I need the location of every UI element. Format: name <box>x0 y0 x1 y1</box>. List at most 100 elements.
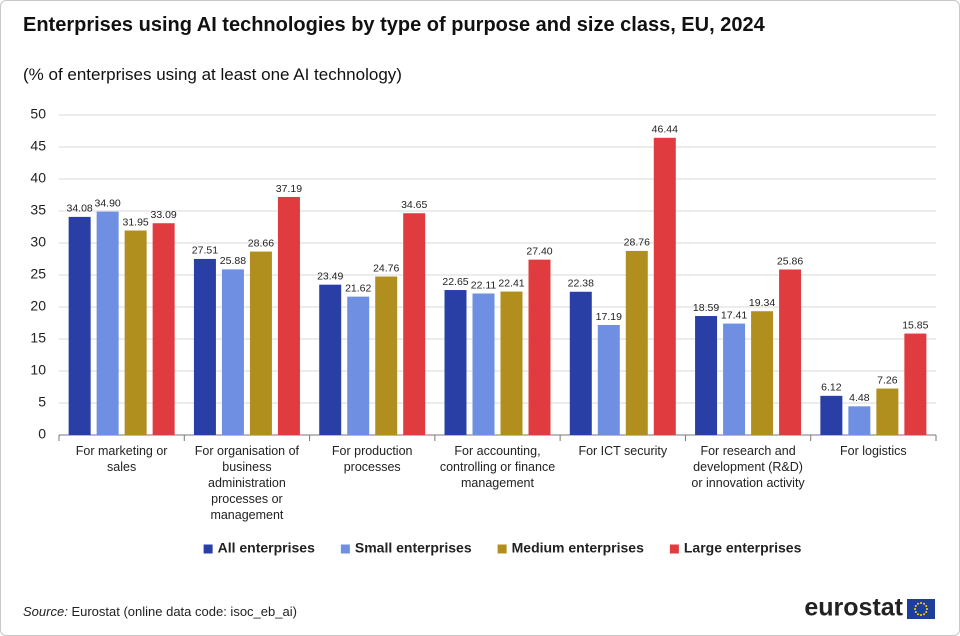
y-tick-label: 0 <box>38 426 46 442</box>
bar <box>876 388 899 435</box>
flag-star <box>917 613 919 616</box>
y-tick-label: 45 <box>30 138 46 154</box>
x-tick-label: For organisation of business administrat… <box>194 444 300 522</box>
x-tick-label: For marketing or sales <box>75 444 168 474</box>
legend-label: Medium enterprises <box>512 540 644 556</box>
y-tick-label: 30 <box>30 234 46 250</box>
bar <box>751 311 774 435</box>
legend-label: Small enterprises <box>355 540 472 556</box>
flag-star <box>920 614 922 616</box>
value-label: 33.09 <box>151 209 177 221</box>
bar <box>569 291 592 435</box>
y-tick-label: 35 <box>30 202 46 218</box>
bar <box>904 333 927 435</box>
flag-star <box>923 613 925 616</box>
bar <box>472 293 495 435</box>
bar <box>124 230 147 435</box>
bar <box>375 276 398 435</box>
bar <box>319 284 342 435</box>
bar <box>723 323 746 435</box>
chart-title: Enterprises using AI technologies by typ… <box>23 14 765 36</box>
bar <box>528 259 551 435</box>
chart-subtitle: (% of enterprises using at least one AI … <box>23 65 402 84</box>
y-tick-label: 50 <box>30 106 46 122</box>
y-tick-label: 15 <box>30 330 46 346</box>
value-label: 17.19 <box>596 311 622 323</box>
legend-label: Large enterprises <box>684 540 802 556</box>
value-label: 7.26 <box>877 374 898 386</box>
value-label: 34.08 <box>67 203 93 215</box>
value-label: 34.90 <box>95 197 121 209</box>
bar <box>96 211 119 435</box>
bar <box>193 258 216 435</box>
y-tick-label: 10 <box>30 362 46 378</box>
value-label: 17.41 <box>721 309 747 321</box>
x-tick-label: For research and development (R&D) or in… <box>691 444 805 490</box>
bar <box>249 251 272 435</box>
bar <box>820 395 843 435</box>
bar <box>500 291 523 435</box>
flag-star <box>914 605 917 607</box>
value-label: 22.41 <box>498 277 524 289</box>
value-label: 22.65 <box>442 276 468 288</box>
value-label: 21.62 <box>345 282 371 294</box>
logo-text: eurostat <box>804 594 903 622</box>
bar <box>277 196 300 435</box>
bar <box>152 223 175 435</box>
x-tick-label: For production processes <box>331 444 413 474</box>
bar <box>347 296 370 435</box>
bar <box>653 137 676 435</box>
legend-swatch <box>203 544 213 554</box>
bar <box>597 324 620 435</box>
x-tick-label: For accounting, controlling or finance m… <box>439 444 556 490</box>
value-label: 27.40 <box>526 245 552 257</box>
value-label: 25.88 <box>220 255 246 267</box>
bar <box>848 406 871 435</box>
legend: All enterprises Small enterprises Medium e… <box>203 540 802 556</box>
x-tick-label: For logistics <box>840 444 907 458</box>
value-label: 37.19 <box>276 183 302 195</box>
legend-swatch <box>669 544 679 554</box>
bar <box>625 250 648 435</box>
flag-star <box>923 602 925 605</box>
flag-star <box>917 602 919 605</box>
y-tick-label: 25 <box>30 266 46 282</box>
value-label: 31.95 <box>123 216 149 228</box>
bar <box>779 269 802 435</box>
flag-star <box>914 608 916 610</box>
value-label: 28.76 <box>624 237 650 249</box>
value-label: 27.51 <box>192 245 218 257</box>
value-label: 23.49 <box>317 270 343 282</box>
y-tick-label: 20 <box>30 298 46 314</box>
flag-star <box>920 602 922 604</box>
value-label: 18.59 <box>693 302 719 314</box>
source-text: Eurostat (online data code: isoc_eb_ai) <box>71 604 297 619</box>
value-label: 6.12 <box>821 382 842 394</box>
value-label: 22.38 <box>568 278 594 290</box>
y-tick-label: 5 <box>38 394 46 410</box>
legend-swatch <box>340 544 350 554</box>
value-label: 25.86 <box>777 255 803 267</box>
eu-flag <box>907 599 935 619</box>
bar <box>695 316 718 435</box>
legend-label: All enterprises <box>218 540 315 556</box>
legend-swatch <box>497 544 507 554</box>
value-label: 15.85 <box>902 319 928 331</box>
value-label: 24.76 <box>373 262 399 274</box>
value-label: 34.65 <box>401 199 427 211</box>
value-label: 4.48 <box>849 392 870 404</box>
flag-star <box>925 611 928 613</box>
bar <box>444 290 467 435</box>
value-label: 19.34 <box>749 297 775 309</box>
bar <box>221 269 244 435</box>
bar <box>403 213 426 435</box>
value-label: 28.66 <box>248 237 274 249</box>
flag-star <box>914 611 917 613</box>
value-label: 22.11 <box>471 279 497 291</box>
bar <box>68 216 91 435</box>
source-label: Source: <box>23 604 68 619</box>
flag-star <box>926 608 928 610</box>
y-tick-label: 40 <box>30 170 46 186</box>
